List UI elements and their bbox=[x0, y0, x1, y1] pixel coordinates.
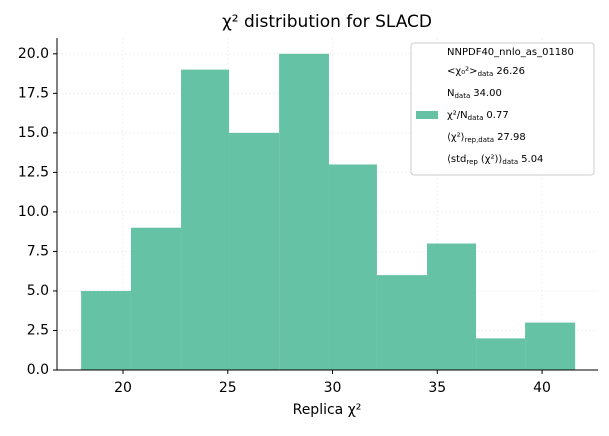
legend-text: 27.98 bbox=[497, 132, 526, 143]
x-axis-label: Replica χ² bbox=[293, 402, 362, 418]
bar bbox=[279, 53, 329, 371]
y-tick-label: 0.0 bbox=[27, 362, 49, 378]
y-tick-label: 5.0 bbox=[27, 283, 49, 299]
x-tick-label: 35 bbox=[428, 380, 446, 396]
legend-text: 34.00 bbox=[473, 88, 502, 99]
bar bbox=[525, 322, 576, 370]
x-tick-label: 30 bbox=[324, 380, 342, 396]
legend-swatch bbox=[416, 111, 438, 119]
bar bbox=[476, 338, 526, 370]
legend-text: (χ²)⟩ bbox=[481, 154, 503, 165]
bar bbox=[427, 243, 477, 370]
y-tick-label: 20.0 bbox=[18, 46, 49, 62]
y-tick-label: 10.0 bbox=[18, 204, 49, 220]
legend-line: <χ₀²>data 26.26 bbox=[447, 66, 525, 78]
y-tick-label: 17.5 bbox=[18, 85, 49, 101]
legend-text: data bbox=[454, 92, 470, 100]
y-tick-label: 15.0 bbox=[18, 125, 49, 141]
y-tick-label: 7.5 bbox=[27, 243, 49, 259]
legend-box bbox=[410, 42, 595, 176]
legend-text: data bbox=[478, 70, 494, 78]
legend-label: NNPDF40_nnlo_as_01180 bbox=[447, 47, 574, 58]
legend-line: ⟨χ²⟩rep,data 27.98 bbox=[447, 132, 526, 144]
y-tick-label: 12.5 bbox=[18, 164, 49, 180]
bar bbox=[328, 164, 377, 370]
legend-text: 0.77 bbox=[486, 110, 508, 121]
x-tick-label: 20 bbox=[114, 380, 132, 396]
bar bbox=[181, 69, 230, 370]
y-tick-label: 2.5 bbox=[27, 322, 49, 338]
legend-text: χ²/N bbox=[447, 110, 468, 121]
legend-text: rep,data bbox=[465, 136, 494, 144]
legend-text: data bbox=[502, 158, 518, 166]
legend-text: rep bbox=[466, 158, 478, 166]
legend-text: 5.04 bbox=[521, 154, 543, 165]
legend-text: N bbox=[447, 88, 454, 99]
bar bbox=[130, 227, 182, 370]
legend-text: data bbox=[468, 114, 484, 122]
legend-text: 26.26 bbox=[496, 66, 525, 77]
bar bbox=[376, 275, 428, 370]
legend-line: χ²/Ndata 0.77 bbox=[447, 110, 509, 122]
x-tick-label: 25 bbox=[219, 380, 237, 396]
legend-text: ⟨std bbox=[447, 154, 466, 165]
x-tick-label: 40 bbox=[533, 380, 551, 396]
bar bbox=[81, 290, 131, 370]
legend-text: <χ₀²> bbox=[447, 66, 478, 77]
chart-title: χ² distribution for SLACD bbox=[222, 12, 432, 32]
bar bbox=[229, 132, 280, 370]
legend-text: ⟨χ²⟩ bbox=[447, 132, 465, 143]
legend-line: ⟨stdrep (χ²)⟩data 5.04 bbox=[447, 154, 543, 166]
legend-line: Ndata 34.00 bbox=[447, 88, 502, 100]
